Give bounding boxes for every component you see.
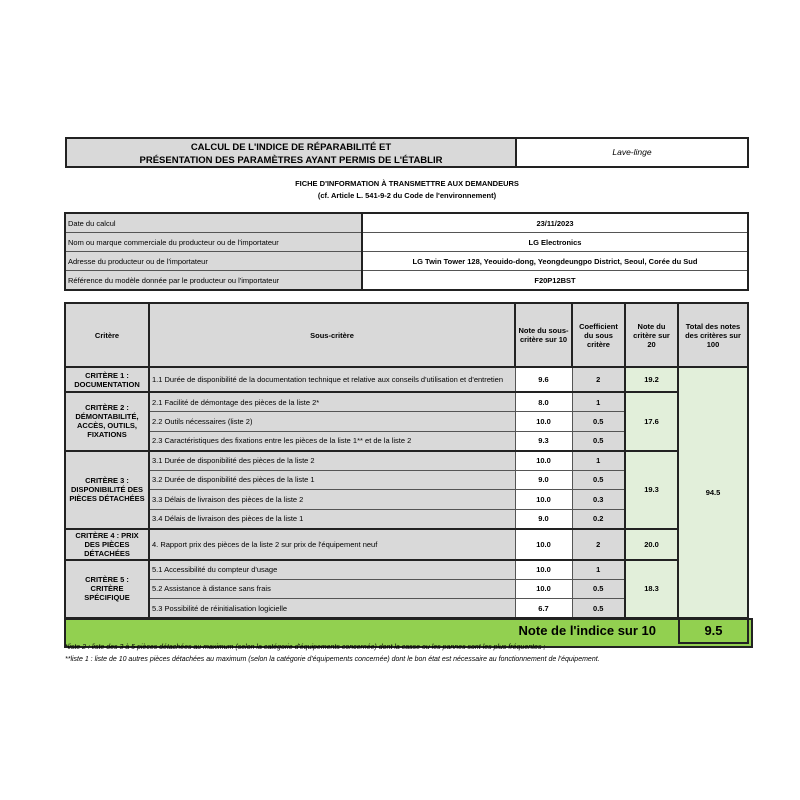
criterion-name: CRITÈRE 5 : CRITÈRE SPÉCIFIQUE	[64, 558, 150, 619]
criterion-score: 18.3	[624, 558, 679, 619]
sub-criterion-row: 3.4 Délais de livraison des pièces de la…	[65, 508, 748, 529]
sub-criterion-label: 3.4 Délais de livraison des pièces de la…	[148, 508, 516, 529]
info-row: Adresse du producteur ou de l'importateu…	[64, 251, 749, 271]
criterion-name: CRITÈRE 1 : DOCUMENTATION	[64, 366, 150, 393]
sub-criterion-coefficient: 0.2	[571, 508, 626, 529]
sub-criterion-label: 5.1 Accessibilité du compteur d'usage	[148, 558, 516, 580]
info-label: Date du calcul	[64, 212, 363, 233]
column-header: Critère	[64, 302, 150, 368]
total-score: 94.5	[677, 366, 749, 619]
criterion-score: 19.2	[624, 366, 679, 393]
info-value: F20P12BST	[361, 270, 749, 291]
sub-criterion-coefficient: 0.5	[571, 598, 626, 619]
sub-criterion-note: 10.0	[514, 489, 573, 510]
info-label: Adresse du producteur ou de l'importateu…	[64, 251, 363, 271]
sub-criterion-row: CRITÈRE 3 : DISPONIBILITÉ DES PIÈCES DÉT…	[64, 449, 748, 530]
sub-criterion-label: 1.1 Durée de disponibilité de la documen…	[148, 366, 516, 393]
subtitle-line-1: FICHE D'INFORMATION À TRANSMETTRE AUX DE…	[295, 179, 519, 188]
sub-criterion-note: 6.7	[514, 598, 573, 619]
sub-criterion-label: 4. Rapport prix des pièces de la liste 2…	[148, 527, 516, 560]
sub-criterion-coefficient: 2	[571, 527, 626, 560]
sub-criterion-row: 5.3 Possibilité de réinitialisation logi…	[65, 598, 748, 619]
sub-criterion-note: 10.0	[514, 527, 573, 560]
sub-criterion-note: 9.6	[514, 366, 573, 393]
info-row: Nom ou marque commerciale du producteur …	[64, 232, 749, 252]
column-header: Sous-critère	[148, 302, 516, 368]
sub-criterion-row: CRITÈRE 5 : CRITÈRE SPÉCIFIQUE 5.1 Access…	[64, 558, 748, 619]
sub-criterion-note: 9.3	[514, 430, 573, 451]
sub-criterion-row: CRITÈRE 1 : DOCUMENTATION 1.1 Durée de di…	[64, 366, 749, 619]
sub-criterion-coefficient: 0.3	[571, 489, 626, 510]
criterion-score: 17.6	[624, 391, 679, 452]
sub-criterion-label: 3.1 Durée de disponibilité des pièces de…	[148, 449, 516, 471]
score-table: Critère Sous-critère Note du sous-critère …	[64, 302, 749, 619]
sub-criterion-row: CRITÈRE 4 : PRIX DES PIÈCES DÉTACHÉES 4. …	[64, 527, 748, 561]
info-row: Date du calcul 23/11/2023	[64, 212, 749, 233]
sub-criterion-note: 10.0	[514, 411, 573, 432]
subtitle-line-2: (cf. Article L. 541-9-2 du Code de l'env…	[317, 191, 497, 200]
document-title: CALCUL DE L'INDICE DE RÉPARABILITÉ ET PR…	[65, 137, 517, 168]
sub-criterion-coefficient: 0.5	[571, 430, 626, 451]
sub-criterion-note: 9.0	[514, 469, 573, 490]
sub-criterion-coefficient: 0.5	[571, 578, 626, 599]
info-value: LG Twin Tower 128, Yeouido-dong, Yeongde…	[361, 251, 749, 271]
info-label: Nom ou marque commerciale du producteur …	[64, 232, 363, 252]
criterion-name: CRITÈRE 3 : DISPONIBILITÉ DES PIÈCES DÉT…	[64, 449, 150, 530]
criterion-name: CRITÈRE 2 : DÉMONTABILITÉ, ACCÈS, OUTILS…	[64, 391, 150, 452]
sub-criterion-label: 2.3 Caractéristiques des fixations entre…	[148, 430, 516, 451]
sub-criterion-coefficient: 1	[571, 391, 626, 412]
sub-criterion-note: 10.0	[514, 449, 573, 471]
column-header: Note du critère sur 20	[624, 302, 679, 368]
sub-criterion-label: 3.2 Durée de disponibilité des pièces de…	[148, 469, 516, 490]
info-value: 23/11/2023	[361, 212, 749, 233]
sub-criterion-note: 10.0	[514, 578, 573, 599]
subtitle: FICHE D'INFORMATION À TRANSMETTRE AUX DE…	[65, 178, 749, 202]
sub-criterion-note: 10.0	[514, 558, 573, 580]
sub-criterion-row: CRITÈRE 2 : DÉMONTABILITÉ, ACCÈS, OUTILS…	[64, 391, 748, 452]
final-score-value: 9.5	[678, 618, 749, 644]
sub-criterion-coefficient: 1	[571, 449, 626, 471]
info-row: Référence du modèle donnée par le produc…	[64, 270, 749, 291]
criterion-score: 20.0	[624, 527, 679, 561]
title-line-2: PRÉSENTATION DES PARAMÈTRES AYANT PERMIS…	[139, 155, 443, 166]
sub-criterion-note: 9.0	[514, 508, 573, 529]
sub-criterion-coefficient: 2	[571, 366, 626, 393]
sub-criterion-coefficient: 0.5	[571, 469, 626, 490]
column-header: Coefficient du sous critère	[571, 302, 626, 368]
sub-criterion-label: 3.3 Délais de livraison des pièces de la…	[148, 489, 516, 510]
sub-criterion-coefficient: 0.5	[571, 411, 626, 432]
footnote-liste-1: **liste 1 : liste de 10 autres pièces dé…	[65, 656, 600, 663]
sub-criterion-row: 5.2 Assistance à distance sans frais 10.0…	[65, 578, 748, 599]
sub-criterion-row: 3.3 Délais de livraison des pièces de la…	[65, 489, 748, 510]
sub-criterion-label: 2.1 Facilité de démontage des pièces de …	[148, 391, 516, 412]
title-line-1: CALCUL DE L'INDICE DE RÉPARABILITÉ ET	[190, 142, 392, 153]
sub-criterion-row: 3.2 Durée de disponibilité des pièces de…	[65, 469, 748, 490]
criterion-score: 19.3	[624, 449, 679, 530]
sub-criterion-coefficient: 1	[571, 558, 626, 580]
sub-criterion-label: 5.3 Possibilité de réinitialisation logi…	[148, 598, 516, 619]
product-type: Lave-linge	[517, 137, 749, 168]
final-score-label: Note de l'indice sur 10	[518, 623, 656, 638]
column-header: Total des notes des critères sur 100	[677, 302, 749, 368]
header-row: Critère Sous-critère Note du sous-critère …	[64, 302, 749, 368]
info-label: Référence du modèle donnée par le produc…	[64, 270, 363, 291]
column-header: Note du sous-critère sur 10	[514, 302, 573, 368]
info-table: Date du calcul 23/11/2023 Nom ou marque co…	[64, 212, 749, 291]
footnote-liste-2: *liste 2 : liste des 3 à 5 pièces détach…	[65, 644, 546, 651]
sub-criterion-label: 2.2 Outils nécessaires (liste 2)	[148, 411, 516, 432]
info-value: LG Electronics	[361, 232, 749, 252]
sub-criterion-note: 8.0	[514, 391, 573, 412]
final-score-bar: Note de l'indice sur 10 9.5	[64, 618, 753, 648]
sub-criterion-label: 5.2 Assistance à distance sans frais	[148, 578, 516, 599]
criterion-name: CRITÈRE 4 : PRIX DES PIÈCES DÉTACHÉES	[64, 527, 150, 561]
